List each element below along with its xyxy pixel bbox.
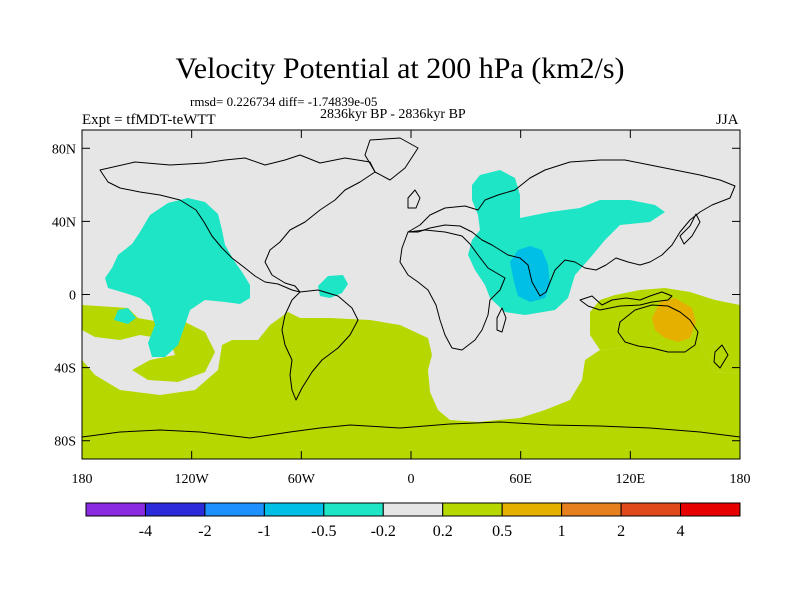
x-tick-label: 120E [616,472,646,487]
colorbar-swatch [382,502,444,517]
axis-labels: 80N 40N 0 40S 80S 180 120W 60W 0 60E 120E 180 [52,142,751,487]
colorbar-labels: -4 -2 -1 -0.5 -0.2 0.2 0.5 1 2 4 [139,523,685,540]
japan-coast [679,213,701,245]
x-tick-label: 120W [175,472,210,487]
colorbar-label: 1 [558,523,566,540]
experiment-label: Expt = tfMDT-teWTT [82,112,216,128]
colorbar-swatch [323,502,384,517]
stats-line: rmsd= 0.226734 diff= -1.74839e-05 [190,94,378,109]
maritime-continent-coast [579,291,673,311]
greenland-coast [364,137,419,181]
eurasia-coast [407,159,736,297]
colorbar-label: 4 [677,523,685,540]
colorbar-swatch [620,502,682,517]
x-tick-label: 180 [730,472,751,487]
axis-ticks [81,130,741,459]
africa-coast [399,229,506,351]
x-tick-label: 180 [72,472,93,487]
chart-title: Velocity Potential at 200 hPa (km2/s) [175,52,625,85]
colorbar-label: -4 [139,523,152,540]
field-southern-ocean-positive [82,305,740,459]
y-tick-label: 80N [52,142,76,157]
x-tick-label: 60E [509,472,532,487]
field-australia-core [652,298,696,342]
colorbar-swatch [561,502,622,517]
new-zealand-coast [713,344,729,369]
colorbar-label: 0.2 [433,523,453,540]
x-tick-label: 0 [408,472,415,487]
y-tick-label: 80S [54,435,76,450]
colorbar-swatch [680,502,741,517]
colorbar-label: -0.2 [371,523,396,540]
colorbar-swatch [204,502,265,517]
coastlines [82,137,740,439]
period-label: 2836kyr BP - 2836kyr BP [320,107,466,122]
colorbar-swatch [442,502,503,517]
australia-coast [617,304,699,353]
colorbar-label: 0.5 [492,523,512,540]
x-tick-label: 60W [288,472,316,487]
uk-coast [407,189,421,209]
season-label: JJA [716,112,739,128]
colorbar-swatch [501,502,563,517]
y-tick-label: 40N [52,215,76,230]
madagascar-coast [496,307,507,333]
colorbar-swatch [263,502,325,517]
colorbar-label: 2 [617,523,625,540]
colorbar-swatch [144,502,206,517]
y-tick-label: 40S [54,362,76,377]
colorbar [85,502,741,517]
antarctica-coast [82,421,740,439]
colorbar-label: -1 [258,523,271,540]
north-america-coast [99,154,376,293]
colorbar-swatch [85,502,146,517]
y-tick-label: 0 [69,289,76,304]
colorbar-label: -0.5 [311,523,336,540]
south-america-coast [281,289,359,401]
colorbar-label: -2 [198,523,211,540]
